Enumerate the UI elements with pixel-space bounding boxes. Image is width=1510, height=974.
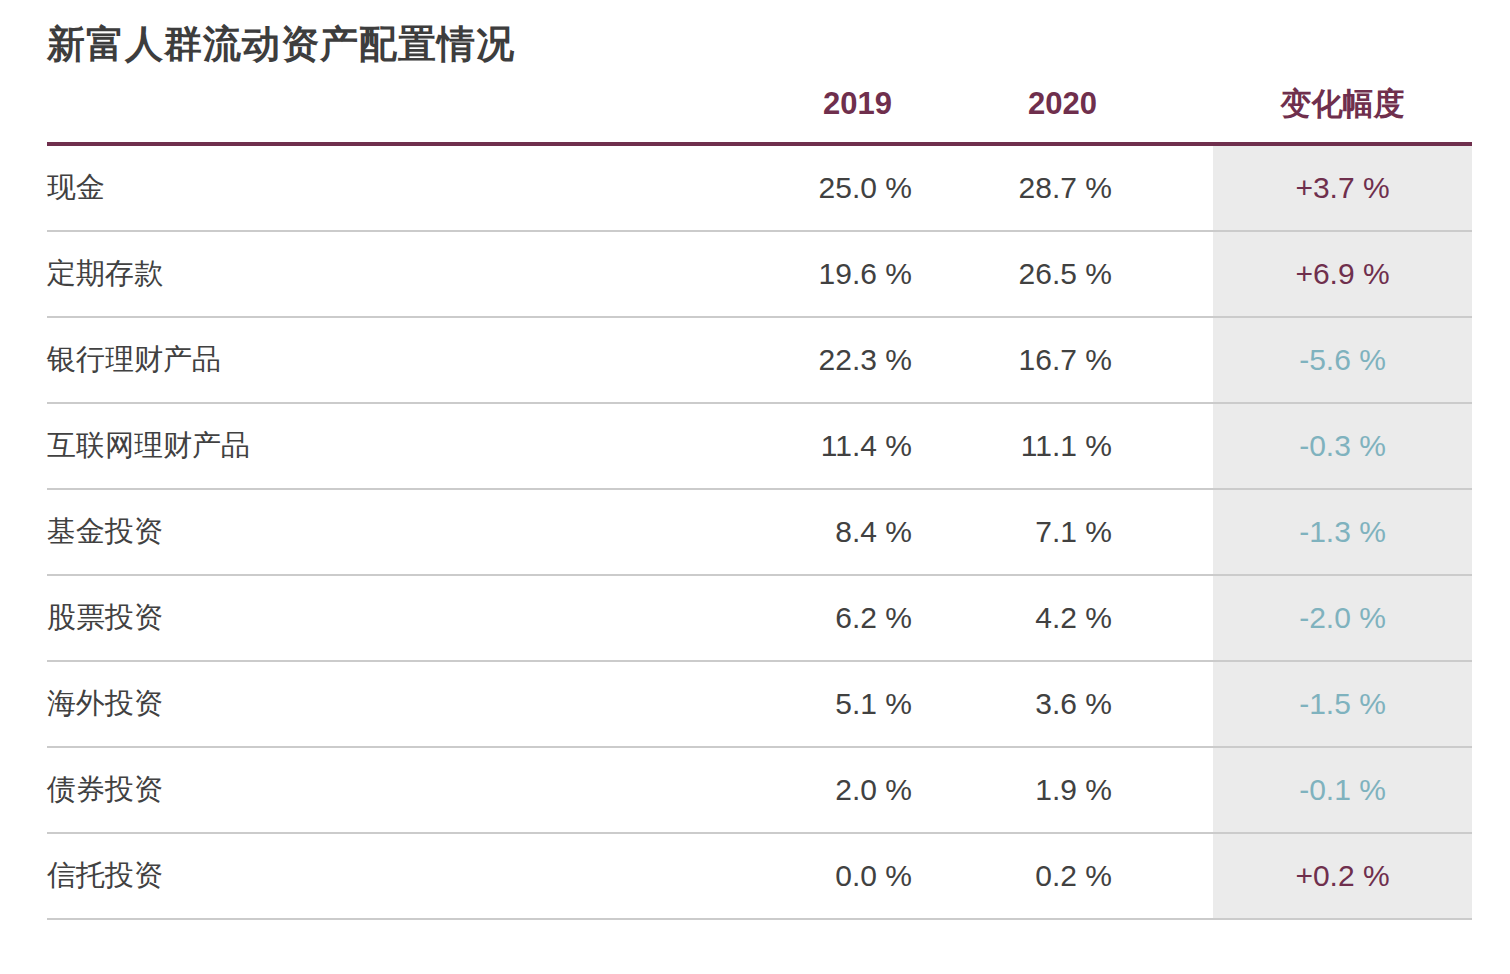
change-cell: -5.6 % <box>1213 318 1472 402</box>
change-cell: +0.2 % <box>1213 834 1472 918</box>
row-label: 互联网理财产品 <box>47 426 712 466</box>
value-2020: 0.2 % <box>912 859 1112 893</box>
change-cell: -2.0 % <box>1213 576 1472 660</box>
change-value: +0.2 % <box>1295 859 1389 893</box>
value-2020: 3.6 % <box>912 687 1112 721</box>
column-header-2019: 2019 <box>712 86 912 122</box>
table-row: 定期存款 19.6 % 26.5 % +6.9 % <box>47 232 1472 318</box>
value-2020: 7.1 % <box>912 515 1112 549</box>
value-2019: 5.1 % <box>712 687 912 721</box>
value-2020: 26.5 % <box>912 257 1112 291</box>
value-2019: 19.6 % <box>712 257 912 291</box>
value-2019: 11.4 % <box>712 429 912 463</box>
change-cell: -0.3 % <box>1213 404 1472 488</box>
value-2019: 22.3 % <box>712 343 912 377</box>
change-value: -5.6 % <box>1299 343 1386 377</box>
table-row: 债券投资 2.0 % 1.9 % -0.1 % <box>47 748 1472 834</box>
row-label: 信托投资 <box>47 856 712 896</box>
table-row: 现金 25.0 % 28.7 % +3.7 % <box>47 146 1472 232</box>
change-value: -1.3 % <box>1299 515 1386 549</box>
report-page: 新富人群流动资产配置情况 2019 2020 变化幅度 现金 25.0 % 28… <box>0 0 1510 974</box>
value-2020: 4.2 % <box>912 601 1112 635</box>
row-label: 海外投资 <box>47 684 712 724</box>
asset-allocation-table: 2019 2020 变化幅度 现金 25.0 % 28.7 % +3.7 % 定… <box>47 66 1472 920</box>
change-cell: +6.9 % <box>1213 232 1472 316</box>
table-row: 银行理财产品 22.3 % 16.7 % -5.6 % <box>47 318 1472 404</box>
value-2019: 0.0 % <box>712 859 912 893</box>
change-value: +3.7 % <box>1295 171 1389 205</box>
change-value: -2.0 % <box>1299 601 1386 635</box>
column-header-2020: 2020 <box>912 86 1112 122</box>
table-row: 股票投资 6.2 % 4.2 % -2.0 % <box>47 576 1472 662</box>
row-label: 银行理财产品 <box>47 340 712 380</box>
table-row: 基金投资 8.4 % 7.1 % -1.3 % <box>47 490 1472 576</box>
value-2020: 28.7 % <box>912 171 1112 205</box>
change-cell: -1.3 % <box>1213 490 1472 574</box>
page-title: 新富人群流动资产配置情况 <box>47 22 1510 66</box>
value-2019: 8.4 % <box>712 515 912 549</box>
table-row: 海外投资 5.1 % 3.6 % -1.5 % <box>47 662 1472 748</box>
table-row: 信托投资 0.0 % 0.2 % +0.2 % <box>47 834 1472 920</box>
value-2020: 16.7 % <box>912 343 1112 377</box>
row-label: 基金投资 <box>47 512 712 552</box>
row-label: 股票投资 <box>47 598 712 638</box>
value-2019: 25.0 % <box>712 171 912 205</box>
row-label: 现金 <box>47 168 712 208</box>
change-cell: -0.1 % <box>1213 748 1472 832</box>
value-2020: 11.1 % <box>912 429 1112 463</box>
change-cell: +3.7 % <box>1213 146 1472 230</box>
table-header-row: 2019 2020 变化幅度 <box>47 66 1472 142</box>
table-body: 现金 25.0 % 28.7 % +3.7 % 定期存款 19.6 % 26.5… <box>47 142 1472 920</box>
value-2019: 6.2 % <box>712 601 912 635</box>
value-2020: 1.9 % <box>912 773 1112 807</box>
change-value: -0.1 % <box>1299 773 1386 807</box>
column-header-change: 变化幅度 <box>1213 83 1472 125</box>
row-label: 债券投资 <box>47 770 712 810</box>
change-value: -1.5 % <box>1299 687 1386 721</box>
table-row: 互联网理财产品 11.4 % 11.1 % -0.3 % <box>47 404 1472 490</box>
row-label: 定期存款 <box>47 254 712 294</box>
value-2019: 2.0 % <box>712 773 912 807</box>
change-value: +6.9 % <box>1295 257 1389 291</box>
change-cell: -1.5 % <box>1213 662 1472 746</box>
change-value: -0.3 % <box>1299 429 1386 463</box>
